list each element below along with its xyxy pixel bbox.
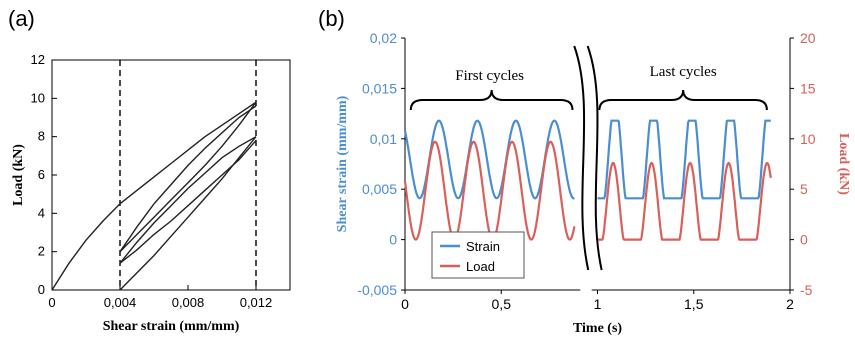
chart-b-y-tick-label: 0,015 (362, 80, 397, 96)
chart-b-y2-tick-label: 5 (800, 181, 808, 197)
chart-a-x-tick-label: 0,004 (104, 295, 137, 310)
chart-b-y2-tick-label: 10 (800, 131, 816, 147)
load-line-last-cycles (597, 161, 772, 241)
last-cycles-annotation: Last cycles (650, 64, 717, 80)
chart-b-y-tick-label: 0,01 (370, 131, 397, 147)
chart-b-y2-tick-label: 20 (800, 30, 816, 46)
chart-a-y-tick-label: 0 (38, 282, 45, 297)
chart-b-y2-tick-label: 15 (800, 80, 816, 96)
chart-b-x-axis-title: Time (s) (573, 321, 622, 336)
chart-a-x-tick-label: 0 (48, 295, 55, 310)
chart-a-plot-frame (51, 59, 291, 291)
chart-a-y-tick-label: 12 (31, 52, 45, 67)
chart-b-axis-break-mark (573, 45, 590, 271)
load-line-first-cycles (403, 140, 576, 241)
chart-a-y-tick-label: 10 (31, 90, 45, 105)
chart-b-y-axis-title: Shear strain (mm/mm) (335, 95, 350, 232)
chart-a-y-tick-label: 6 (38, 167, 45, 182)
last-cycles-brace (598, 89, 768, 111)
legend-strain-label: Strain (466, 239, 500, 254)
chart-a: 0 2 4 6 8 10 12 0 0,004 0,008 0,012 (31, 52, 291, 310)
strain-line-last-cycles (597, 119, 771, 200)
chart-b-y2-axis-title: Load (kN) (836, 133, 851, 195)
chart-b-x-tick-label: 0 (401, 296, 409, 312)
chart-a-hysteresis-branch (119, 136, 257, 291)
chart-b-y2-tick-label: 0 (800, 232, 808, 248)
chart-b-axis-break-mark (586, 45, 603, 271)
chart-b-x-tick-label: 1,5 (684, 296, 704, 312)
chart-b-y-tick-label: 0 (389, 232, 397, 248)
chart-a-y-tick-label: 8 (38, 129, 45, 144)
legend-load-label: Load (466, 259, 495, 274)
chart-a-hysteresis-branch (119, 101, 257, 253)
chart-a-x-tick-label: 0,008 (172, 295, 205, 310)
chart-a-y-axis-title: Load (kN) (11, 144, 26, 206)
chart-b-x-tick-label: 0,5 (492, 296, 512, 312)
panel-b-label: (b) (318, 6, 345, 31)
chart-a-x-axis-title: Shear strain (mm/mm) (103, 319, 240, 334)
panel-a-label: (a) (8, 6, 35, 31)
chart-a-hysteresis-branch (119, 140, 257, 264)
chart-b-axis-break-gap (580, 38, 592, 291)
first-cycles-annotation: First cycles (455, 68, 524, 84)
chart-b-x-tick-label: 1 (594, 296, 602, 312)
chart-b-y-tick-label: 0,005 (362, 181, 397, 197)
chart-b-y2-tick-label: -5 (800, 282, 813, 298)
chart-a-x-tick-label: 0,012 (240, 295, 273, 310)
chart-a-y-tick-label: 2 (38, 244, 45, 259)
chart-a-hysteresis-branch (119, 136, 257, 264)
chart-a-hysteresis-branch (119, 105, 257, 253)
chart-b-y-tick-label: 0,02 (370, 30, 397, 46)
chart-b-y-tick-label: -0,005 (357, 282, 397, 298)
chart-a-y-tick-label: 4 (38, 205, 45, 220)
chart-b-x-tick-label: 2 (786, 296, 794, 312)
chart-a-hysteresis-branch (51, 101, 257, 291)
chart-b-legend-box (431, 231, 525, 279)
first-cycles-brace (409, 89, 574, 111)
